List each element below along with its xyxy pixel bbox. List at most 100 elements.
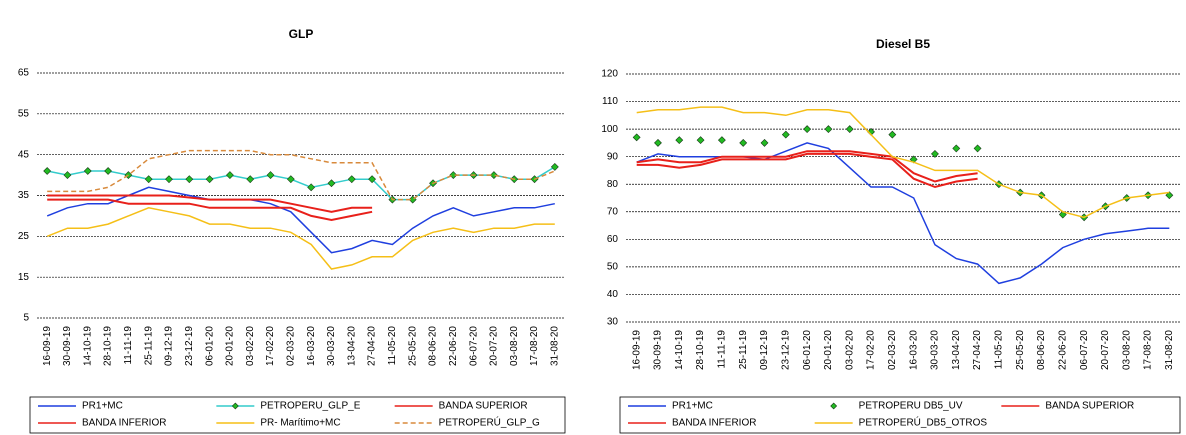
y-tick-label: 120	[601, 69, 618, 80]
marker	[717, 136, 726, 145]
legend-label: BANDA SUPERIOR	[1045, 401, 1134, 412]
marker	[205, 175, 214, 184]
legend-label: PR- Marítimo+MC	[260, 418, 340, 429]
y-tick-label: 100	[601, 124, 618, 135]
marker	[43, 167, 52, 175]
legend-label: PETROPERÚ_GLP_G	[439, 416, 540, 429]
x-tick-label: 28-10-19	[695, 330, 706, 370]
x-tick-label: 06-01-20	[802, 330, 813, 370]
marker	[266, 171, 275, 180]
x-tick-label: 03-08-20	[509, 326, 520, 366]
x-tick-label: 11-11-19	[717, 330, 728, 369]
x-tick-label: 02-03-20	[285, 326, 296, 366]
marker	[225, 171, 234, 180]
legend-marker	[830, 402, 838, 410]
chart-title: Diesel B5	[876, 37, 930, 51]
x-tick-label: 30-03-20	[326, 326, 337, 366]
x-tick-label: 02-03-20	[887, 330, 898, 370]
x-tick-label: 11-11-19	[123, 326, 134, 365]
marker	[449, 171, 458, 180]
x-tick-label: 11-05-20	[387, 326, 398, 366]
x-tick-label: 03-02-20	[844, 330, 855, 370]
x-tick-label: 14-10-19	[674, 330, 685, 370]
x-tick-label: 20-01-20	[225, 326, 236, 366]
x-tick-label: 20-07-20	[489, 326, 500, 366]
legend-label: BANDA SUPERIOR	[439, 401, 528, 412]
y-tick-label: 15	[18, 272, 30, 283]
marker	[347, 175, 356, 184]
legend-label: PETROPERU_GLP_E	[260, 401, 360, 412]
x-tick-label: 25-05-20	[1015, 330, 1026, 370]
x-tick-label: 17-02-20	[265, 326, 276, 366]
marker	[632, 133, 641, 142]
x-tick-label: 06-07-20	[1079, 330, 1090, 370]
y-tick-label: 35	[18, 190, 30, 201]
series-line	[636, 152, 978, 189]
marker	[1165, 191, 1174, 200]
y-tick-label: 60	[607, 234, 619, 245]
chart-title: GLP	[289, 27, 314, 41]
x-tick-label: 30-03-20	[930, 330, 941, 370]
y-tick-label: 65	[18, 68, 30, 79]
marker	[824, 125, 833, 134]
x-tick-label: 06-07-20	[468, 326, 479, 366]
x-tick-label: 22-06-20	[1057, 330, 1068, 370]
marker	[760, 138, 769, 147]
x-tick-label: 16-09-19	[42, 326, 53, 366]
y-tick-label: 55	[18, 108, 30, 119]
series-line	[47, 194, 373, 213]
x-tick-label: 16-09-19	[631, 330, 642, 370]
marker	[104, 167, 113, 175]
marker	[165, 175, 173, 184]
x-tick-label: 14-10-19	[82, 326, 93, 366]
marker	[550, 162, 559, 171]
x-tick-label: 16-03-20	[306, 326, 317, 366]
marker	[368, 175, 377, 184]
x-tick-label: 08-06-20	[1036, 330, 1047, 370]
x-tick-label: 25-11-19	[738, 330, 749, 370]
legend-label: PR1+MC	[672, 401, 713, 412]
marker	[845, 125, 854, 134]
x-tick-label: 22-06-20	[448, 326, 459, 366]
x-tick-label: 30-09-19	[62, 326, 73, 366]
x-tick-label: 27-04-20	[972, 330, 983, 370]
y-tick-label: 45	[18, 149, 30, 160]
x-tick-label: 06-01-20	[204, 326, 215, 366]
x-tick-label: 13-04-20	[346, 326, 357, 366]
marker	[286, 175, 295, 184]
y-tick-label: 40	[607, 289, 619, 300]
marker	[63, 171, 72, 180]
marker	[739, 138, 748, 147]
series-line	[46, 207, 555, 270]
marker	[144, 175, 153, 184]
marker	[952, 144, 961, 153]
x-tick-label: 17-08-20	[529, 326, 540, 366]
marker	[83, 167, 92, 175]
y-tick-label: 80	[607, 179, 619, 190]
marker	[307, 183, 316, 192]
marker	[931, 149, 939, 158]
legend-label: PETROPERÚ_DB5_OTROS	[859, 416, 988, 429]
x-tick-label: 31-08-20	[549, 326, 560, 366]
x-tick-label: 17-08-20	[1143, 330, 1154, 370]
series-line	[636, 106, 1170, 219]
marker	[1058, 210, 1067, 219]
x-tick-label: 03-02-20	[245, 326, 256, 366]
y-tick-label: 70	[607, 206, 619, 217]
marker	[246, 175, 255, 184]
x-tick-label: 25-05-20	[407, 326, 418, 366]
y-tick-label: 25	[18, 231, 30, 242]
marker	[327, 179, 336, 188]
x-tick-label: 27-04-20	[367, 326, 378, 366]
series-line	[46, 186, 555, 254]
marker	[675, 136, 684, 145]
marker	[696, 136, 705, 145]
marker	[654, 138, 662, 147]
x-tick-label: 17-02-20	[866, 330, 877, 370]
x-tick-label: 30-09-19	[653, 330, 664, 370]
x-tick-label: 16-03-20	[908, 330, 919, 370]
x-tick-label: 08-06-20	[428, 326, 439, 366]
legend-box	[619, 396, 1181, 434]
x-tick-label: 09-12-19	[164, 326, 175, 366]
